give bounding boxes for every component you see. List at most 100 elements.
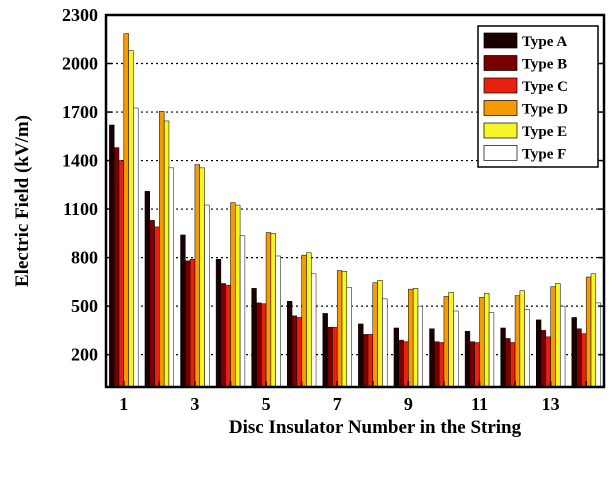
x-tick-label: 7 — [333, 394, 342, 414]
bar-type-c-12 — [510, 343, 515, 387]
bar-type-c-4 — [226, 285, 231, 387]
bar-type-f-3 — [205, 205, 210, 387]
bar-type-f-11 — [489, 313, 494, 387]
y-tick-label: 800 — [71, 248, 98, 268]
bar-type-c-5 — [261, 304, 266, 387]
bar-type-a-12 — [501, 328, 506, 387]
bar-type-e-10 — [449, 292, 454, 387]
bar-type-a-8 — [358, 324, 363, 387]
bar-type-a-6 — [287, 301, 292, 387]
y-tick-label: 2300 — [62, 5, 98, 25]
bar-type-f-10 — [454, 311, 459, 387]
bar-type-a-14 — [572, 317, 577, 387]
y-tick-label: 1100 — [63, 199, 98, 219]
bar-type-b-9 — [399, 340, 404, 387]
bar-type-d-14 — [586, 277, 591, 387]
bar-type-c-14 — [581, 334, 586, 387]
bar-type-d-5 — [266, 233, 271, 387]
legend-swatch — [484, 146, 517, 161]
bar-type-e-12 — [520, 291, 525, 387]
bar-type-d-10 — [444, 296, 449, 387]
bar-type-e-3 — [200, 168, 205, 387]
bar-type-c-9 — [404, 342, 409, 387]
bar-type-c-2 — [155, 227, 160, 387]
bar-type-d-8 — [373, 283, 378, 387]
bar-type-b-12 — [505, 338, 510, 387]
bar-type-f-4 — [240, 236, 245, 387]
legend-swatch — [484, 33, 517, 48]
bar-type-d-7 — [337, 271, 342, 387]
bar-type-a-9 — [394, 328, 399, 387]
bar-type-c-6 — [297, 317, 302, 387]
bar-type-e-2 — [164, 121, 169, 387]
y-tick-label: 2000 — [62, 54, 98, 74]
bar-type-a-2 — [145, 191, 150, 387]
bar-type-b-2 — [150, 220, 155, 387]
bar-type-b-5 — [256, 303, 261, 387]
legend-entry-label: Type D — [522, 102, 568, 118]
bar-type-e-8 — [378, 280, 383, 387]
bar-type-c-10 — [439, 343, 444, 387]
bar-type-c-1 — [119, 161, 124, 387]
bar-type-b-1 — [114, 148, 119, 387]
bar-type-d-11 — [480, 297, 485, 387]
bar-type-f-7 — [347, 288, 352, 387]
legend-entry-label: Type E — [522, 124, 567, 140]
bar-type-d-13 — [551, 287, 556, 387]
bar-type-a-7 — [323, 313, 328, 387]
y-tick-label: 1700 — [62, 102, 98, 122]
legend-swatch — [484, 56, 517, 71]
bar-type-d-2 — [159, 111, 164, 387]
bar-type-d-1 — [124, 34, 129, 387]
bar-type-b-6 — [292, 316, 297, 387]
bar-type-e-14 — [591, 274, 596, 387]
bar-type-a-4 — [216, 259, 221, 387]
bar-type-a-3 — [181, 235, 186, 387]
legend: Type A Type B Type C Type D Type E Type F — [478, 26, 598, 167]
x-tick-label: 11 — [471, 394, 488, 414]
bar-type-b-3 — [185, 261, 190, 387]
bar-type-c-8 — [368, 334, 373, 387]
bar-type-e-11 — [484, 293, 489, 387]
legend-entry-label: Type A — [522, 34, 567, 50]
bar-type-e-13 — [555, 283, 560, 387]
x-tick-label: 1 — [119, 394, 128, 414]
bar-type-e-6 — [306, 253, 311, 387]
bar-type-a-5 — [252, 288, 257, 387]
y-tick-label: 500 — [71, 296, 98, 316]
bar-type-a-1 — [109, 125, 114, 387]
bar-type-e-7 — [342, 271, 347, 387]
bar-type-b-11 — [470, 342, 475, 387]
bar-type-d-6 — [302, 255, 307, 387]
bar-type-b-4 — [221, 283, 226, 387]
bar-type-f-8 — [382, 299, 387, 387]
legend-swatch — [484, 123, 517, 138]
bar-type-f-13 — [560, 306, 565, 387]
legend-swatch — [484, 78, 517, 93]
x-tick-label: 13 — [542, 394, 560, 414]
bar-type-f-14 — [596, 303, 601, 387]
bar-type-f-2 — [169, 168, 174, 387]
bar-type-b-8 — [363, 334, 368, 387]
legend-swatch — [484, 101, 517, 116]
bar-type-e-1 — [129, 51, 134, 387]
bar-type-d-4 — [231, 203, 236, 387]
x-tick-label: 3 — [190, 394, 199, 414]
bar-type-b-13 — [541, 330, 546, 387]
x-tick-label: 5 — [262, 394, 271, 414]
bar-type-b-7 — [328, 327, 333, 387]
legend-entry-label: Type C — [522, 79, 568, 95]
bar-type-f-9 — [418, 306, 423, 387]
bar-type-f-6 — [311, 274, 316, 387]
bar-type-f-5 — [276, 256, 281, 387]
y-tick-label: 1400 — [62, 151, 98, 171]
bar-type-b-10 — [434, 342, 439, 387]
legend-entry-label: Type F — [522, 147, 566, 163]
bar-type-a-11 — [465, 331, 470, 387]
bar-type-a-10 — [430, 329, 435, 387]
x-axis-label: Disc Insulator Number in the String — [229, 417, 522, 438]
bar-type-d-9 — [408, 289, 413, 387]
bar-type-e-4 — [235, 205, 240, 387]
bar-type-c-3 — [190, 259, 195, 387]
